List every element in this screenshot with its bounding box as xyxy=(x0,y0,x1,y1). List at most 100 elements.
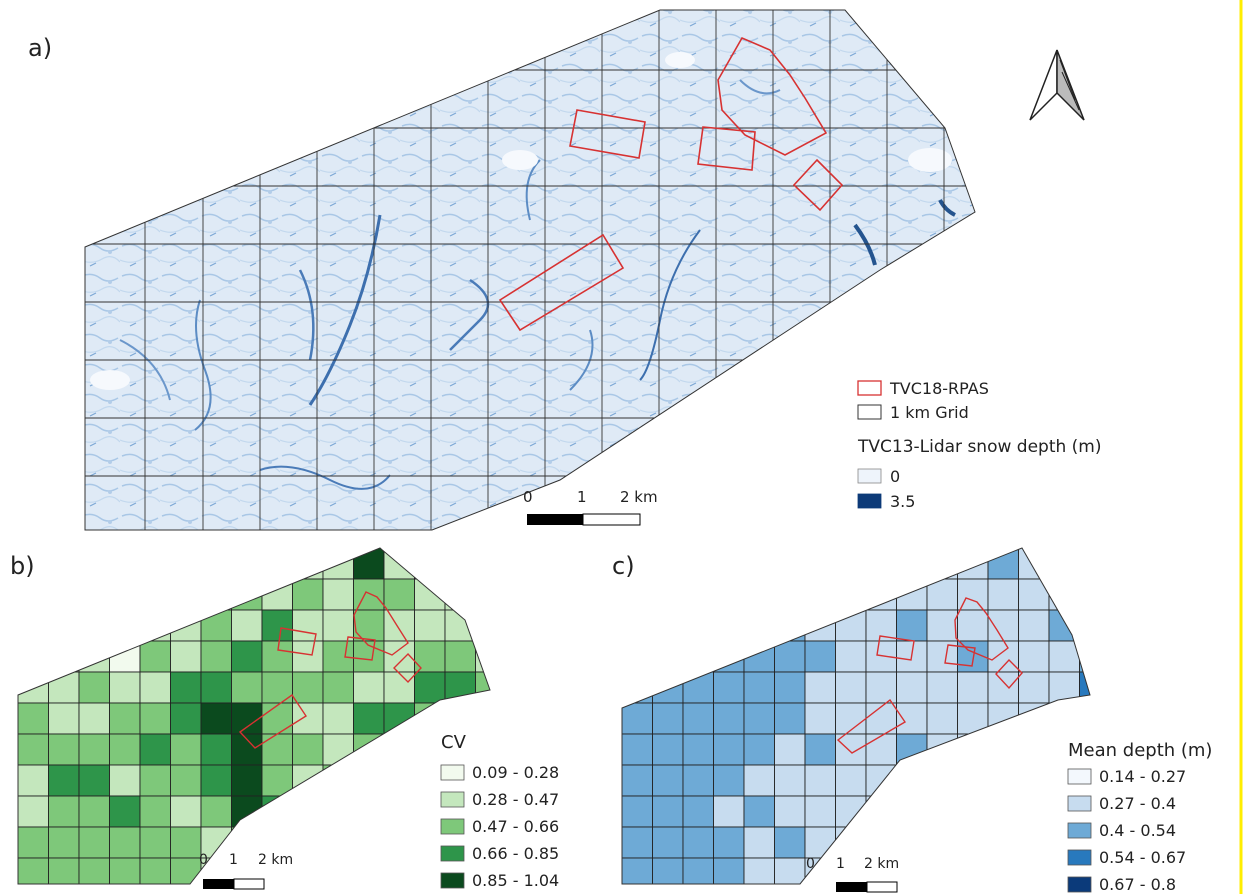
legend-depth-max-swatch xyxy=(857,493,882,509)
grid-cell xyxy=(713,857,745,884)
grid-cell xyxy=(78,795,110,828)
scalebar-b-0: 0 xyxy=(199,852,208,868)
grid-cell xyxy=(170,733,202,766)
grid-cell xyxy=(78,671,110,704)
grid-cell xyxy=(713,764,745,797)
legend-class-swatch xyxy=(440,764,465,781)
grid-cell xyxy=(835,578,867,611)
grid-cell xyxy=(896,548,928,580)
grid-cell xyxy=(987,764,1019,797)
grid-cell xyxy=(835,640,867,673)
grid-cell xyxy=(18,578,49,611)
grid-cell xyxy=(475,609,490,642)
grid-cell xyxy=(261,733,293,766)
grid-cell xyxy=(743,702,775,735)
grid-cell xyxy=(18,857,49,884)
grid-cell xyxy=(987,702,1019,735)
grid-cell xyxy=(774,702,806,735)
panel-c: c) Mean depth (m) 0.14 - 0.27 0.27 - 0.4 0… xyxy=(612,547,1212,894)
grid-cell xyxy=(292,857,324,884)
grid-cell xyxy=(652,795,684,828)
grid-cell xyxy=(475,702,490,735)
grid-cell xyxy=(18,640,49,673)
grid-cell xyxy=(896,795,928,828)
grid-cell xyxy=(444,578,476,611)
grid-cell xyxy=(383,764,415,797)
grid-cell xyxy=(1018,671,1050,704)
grid-cell xyxy=(48,640,80,673)
legend-b: CV 0.09 - 0.28 0.28 - 0.47 0.47 - 0.66 0.66… xyxy=(440,732,559,890)
grid-cell xyxy=(261,702,293,735)
grid-cell xyxy=(78,609,110,642)
grid-cell xyxy=(1048,671,1080,704)
grid-cell xyxy=(414,609,446,642)
grid-cell xyxy=(652,733,684,766)
grid-cell xyxy=(835,764,867,797)
grid-cell xyxy=(48,609,80,642)
grid-cell xyxy=(48,702,80,735)
grid-cell xyxy=(353,826,385,859)
grid-cell xyxy=(622,702,653,735)
grid-cell xyxy=(896,609,928,642)
legend-class-swatch xyxy=(440,818,465,835)
panel-a: a) xyxy=(28,9,1102,531)
grid-cell xyxy=(743,609,775,642)
grid-cell xyxy=(987,795,1019,828)
grid-cell xyxy=(18,671,49,704)
grid-cell xyxy=(292,578,324,611)
grid-cell xyxy=(353,671,385,704)
grid-cell xyxy=(743,548,775,580)
grid-cell xyxy=(353,857,385,884)
grid-cell xyxy=(652,857,684,884)
grid-cell xyxy=(231,609,263,642)
legend-class-label: 0.67 - 0.8 xyxy=(1099,875,1176,894)
grid-cell xyxy=(170,609,202,642)
grid-cell xyxy=(865,578,897,611)
grid-cell xyxy=(835,548,867,580)
grid-cell xyxy=(1018,702,1050,735)
grid-cell xyxy=(652,764,684,797)
legend-class-swatch xyxy=(440,872,465,889)
legend-class-swatch xyxy=(1067,795,1092,812)
grid-cell xyxy=(200,640,232,673)
grid-cell xyxy=(926,857,958,884)
grid-cell xyxy=(682,702,714,735)
grid-cell xyxy=(18,764,49,797)
grid-cell xyxy=(139,671,171,704)
grid-cell xyxy=(1018,578,1050,611)
grid-cell xyxy=(774,826,806,859)
grid-cell xyxy=(1079,609,1090,642)
grid-cell xyxy=(987,857,1019,884)
grid-cell xyxy=(682,733,714,766)
grid-cell xyxy=(322,826,354,859)
grid-cell xyxy=(896,857,928,884)
grid-cell xyxy=(926,548,958,580)
grid-cell xyxy=(383,671,415,704)
legend-rpas-label: TVC18-RPAS xyxy=(889,379,989,398)
grid-cell xyxy=(1048,609,1080,642)
grid-cell xyxy=(139,578,171,611)
grid-cell xyxy=(926,609,958,642)
grid-cell xyxy=(322,733,354,766)
grid-cell xyxy=(713,640,745,673)
grid-cell xyxy=(322,764,354,797)
grid-cell xyxy=(896,671,928,704)
study-area-outline xyxy=(84,9,976,531)
grid-cell xyxy=(292,671,324,704)
grid-cell xyxy=(231,795,263,828)
grid-cell xyxy=(896,764,928,797)
grid-cell xyxy=(18,795,49,828)
rpas-areas xyxy=(498,36,844,332)
grid-cell xyxy=(353,640,385,673)
grid-cell xyxy=(804,671,836,704)
grid-cell xyxy=(987,578,1019,611)
grid-cell xyxy=(109,548,141,580)
grid-cell xyxy=(896,578,928,611)
legend-b-title: CV xyxy=(441,732,467,753)
grid-cell xyxy=(622,578,653,611)
grid-cell xyxy=(652,826,684,859)
grid-cell xyxy=(322,609,354,642)
grid-cell xyxy=(865,826,897,859)
grid-cell xyxy=(414,640,446,673)
legend-grid-label: 1 km Grid xyxy=(890,403,969,422)
